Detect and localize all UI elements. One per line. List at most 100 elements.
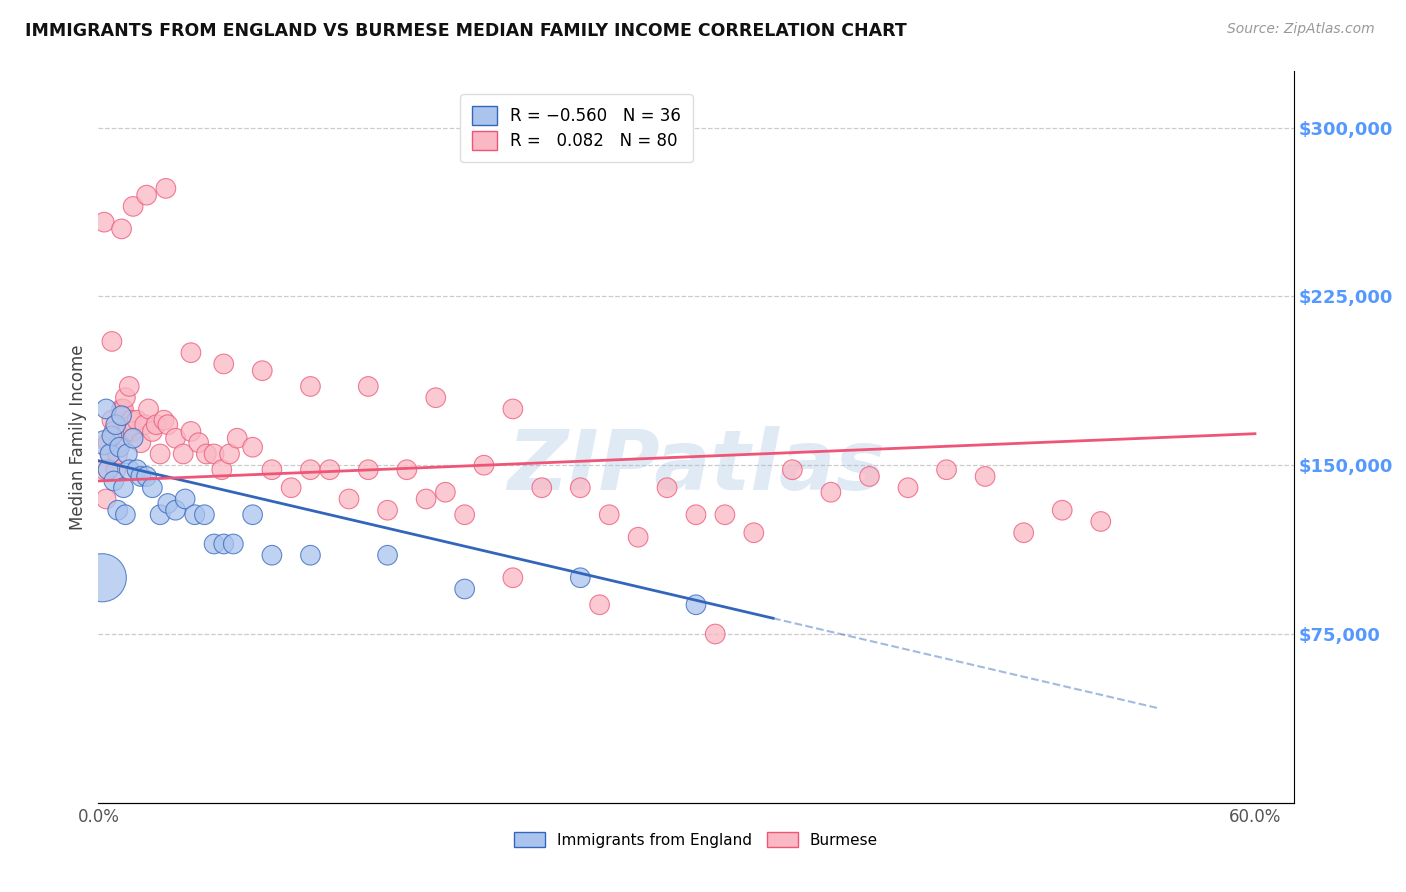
Point xyxy=(377,503,399,517)
Point xyxy=(120,413,142,427)
Point xyxy=(242,508,264,522)
Point xyxy=(112,401,135,416)
Point xyxy=(165,431,187,445)
Point xyxy=(122,425,145,439)
Point xyxy=(569,571,592,585)
Text: Source: ZipAtlas.com: Source: ZipAtlas.com xyxy=(1227,22,1375,37)
Point xyxy=(97,435,120,450)
Point xyxy=(260,463,283,477)
Point xyxy=(141,481,163,495)
Point xyxy=(117,447,139,461)
Point xyxy=(112,481,135,495)
Point xyxy=(129,469,152,483)
Point xyxy=(110,222,132,236)
Point xyxy=(114,391,136,405)
Point xyxy=(897,481,920,495)
Point xyxy=(103,425,125,439)
Point xyxy=(180,345,202,359)
Point xyxy=(858,469,880,483)
Point xyxy=(299,463,322,477)
Point xyxy=(91,571,114,585)
Point xyxy=(125,463,148,477)
Point xyxy=(180,425,202,439)
Point xyxy=(145,417,167,432)
Point xyxy=(472,458,495,473)
Point xyxy=(1050,503,1073,517)
Point xyxy=(395,463,418,477)
Point xyxy=(94,491,117,506)
Point xyxy=(93,435,115,450)
Point xyxy=(118,379,141,393)
Point xyxy=(153,413,176,427)
Point xyxy=(1090,515,1112,529)
Point xyxy=(588,598,610,612)
Point xyxy=(319,463,342,477)
Point xyxy=(569,481,592,495)
Point xyxy=(685,598,707,612)
Point xyxy=(357,379,380,393)
Point xyxy=(107,503,129,517)
Point xyxy=(935,463,957,477)
Point xyxy=(299,548,322,562)
Point xyxy=(125,413,148,427)
Point xyxy=(280,481,302,495)
Point xyxy=(202,537,225,551)
Point xyxy=(108,435,131,450)
Point xyxy=(174,491,197,506)
Point xyxy=(172,447,194,461)
Point xyxy=(141,425,163,439)
Point xyxy=(98,447,121,461)
Text: IMMIGRANTS FROM ENGLAND VS BURMESE MEDIAN FAMILY INCOME CORRELATION CHART: IMMIGRANTS FROM ENGLAND VS BURMESE MEDIA… xyxy=(25,22,907,40)
Point xyxy=(252,364,274,378)
Point xyxy=(222,537,245,551)
Point xyxy=(357,463,380,477)
Point xyxy=(655,481,678,495)
Point xyxy=(193,508,215,522)
Point xyxy=(502,571,524,585)
Point xyxy=(415,491,437,506)
Point xyxy=(184,508,207,522)
Point xyxy=(149,508,172,522)
Point xyxy=(377,548,399,562)
Point xyxy=(453,508,475,522)
Point xyxy=(704,627,727,641)
Point xyxy=(103,474,125,488)
Point xyxy=(974,469,997,483)
Point xyxy=(107,447,129,461)
Point xyxy=(135,188,157,202)
Point xyxy=(108,440,131,454)
Point xyxy=(212,357,235,371)
Point xyxy=(299,379,322,393)
Point xyxy=(97,463,120,477)
Point xyxy=(202,447,225,461)
Point xyxy=(530,481,553,495)
Point xyxy=(149,447,172,461)
Point xyxy=(104,463,127,477)
Point xyxy=(425,391,447,405)
Point xyxy=(1012,525,1035,540)
Y-axis label: Median Family Income: Median Family Income xyxy=(69,344,87,530)
Point xyxy=(156,417,179,432)
Point xyxy=(211,463,233,477)
Point xyxy=(101,413,124,427)
Point xyxy=(782,463,804,477)
Point xyxy=(742,525,765,540)
Point xyxy=(93,463,115,477)
Point xyxy=(187,435,209,450)
Point xyxy=(195,447,218,461)
Point xyxy=(453,582,475,596)
Point xyxy=(156,496,179,510)
Point xyxy=(98,447,121,461)
Point xyxy=(714,508,737,522)
Point xyxy=(110,409,132,423)
Point xyxy=(118,463,141,477)
Point xyxy=(101,334,124,349)
Point xyxy=(820,485,842,500)
Point xyxy=(218,447,240,461)
Point xyxy=(94,401,117,416)
Point xyxy=(165,503,187,517)
Point xyxy=(104,417,127,432)
Point xyxy=(135,469,157,483)
Point xyxy=(122,431,145,445)
Point xyxy=(260,548,283,562)
